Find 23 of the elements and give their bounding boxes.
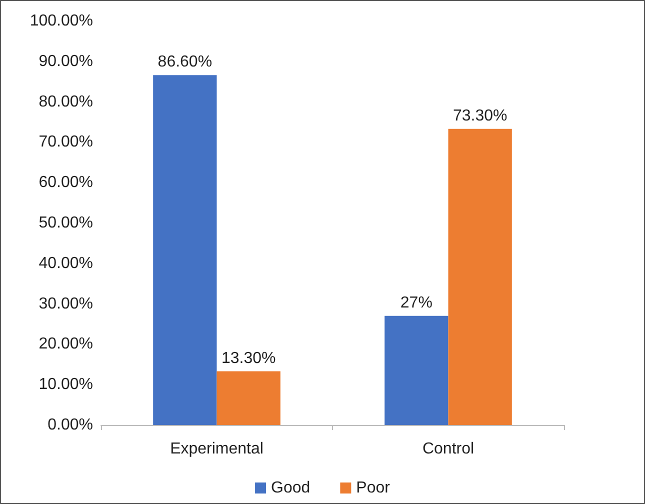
x-tick-label: Experimental <box>170 440 264 458</box>
bar <box>448 128 512 425</box>
y-tick-label: 10.00% <box>38 376 93 394</box>
y-tick-label: 80.00% <box>38 93 93 110</box>
bar <box>216 371 280 425</box>
legend-label: Good <box>271 480 310 496</box>
bar <box>384 316 448 425</box>
y-tick-label: 50.00% <box>38 214 93 232</box>
data-label: 13.30% <box>221 350 276 367</box>
y-tick-label: 0.00% <box>48 416 93 434</box>
y-tick-label: 70.00% <box>38 134 93 151</box>
y-tick-label: 90.00% <box>38 52 93 70</box>
bar <box>153 75 217 425</box>
y-tick-label: 40.00% <box>38 254 93 272</box>
legend-label: Poor <box>356 480 391 496</box>
y-tick-label: 60.00% <box>38 174 93 192</box>
y-tick-label: 100.00% <box>30 12 93 30</box>
data-label: 86.60% <box>158 54 212 71</box>
data-label: 27% <box>400 294 432 312</box>
data-label: 73.30% <box>452 107 508 124</box>
x-tick-label: Control <box>422 440 474 458</box>
y-tick-label: 20.00% <box>38 336 93 353</box>
y-tick-label: 30.00% <box>38 295 93 312</box>
